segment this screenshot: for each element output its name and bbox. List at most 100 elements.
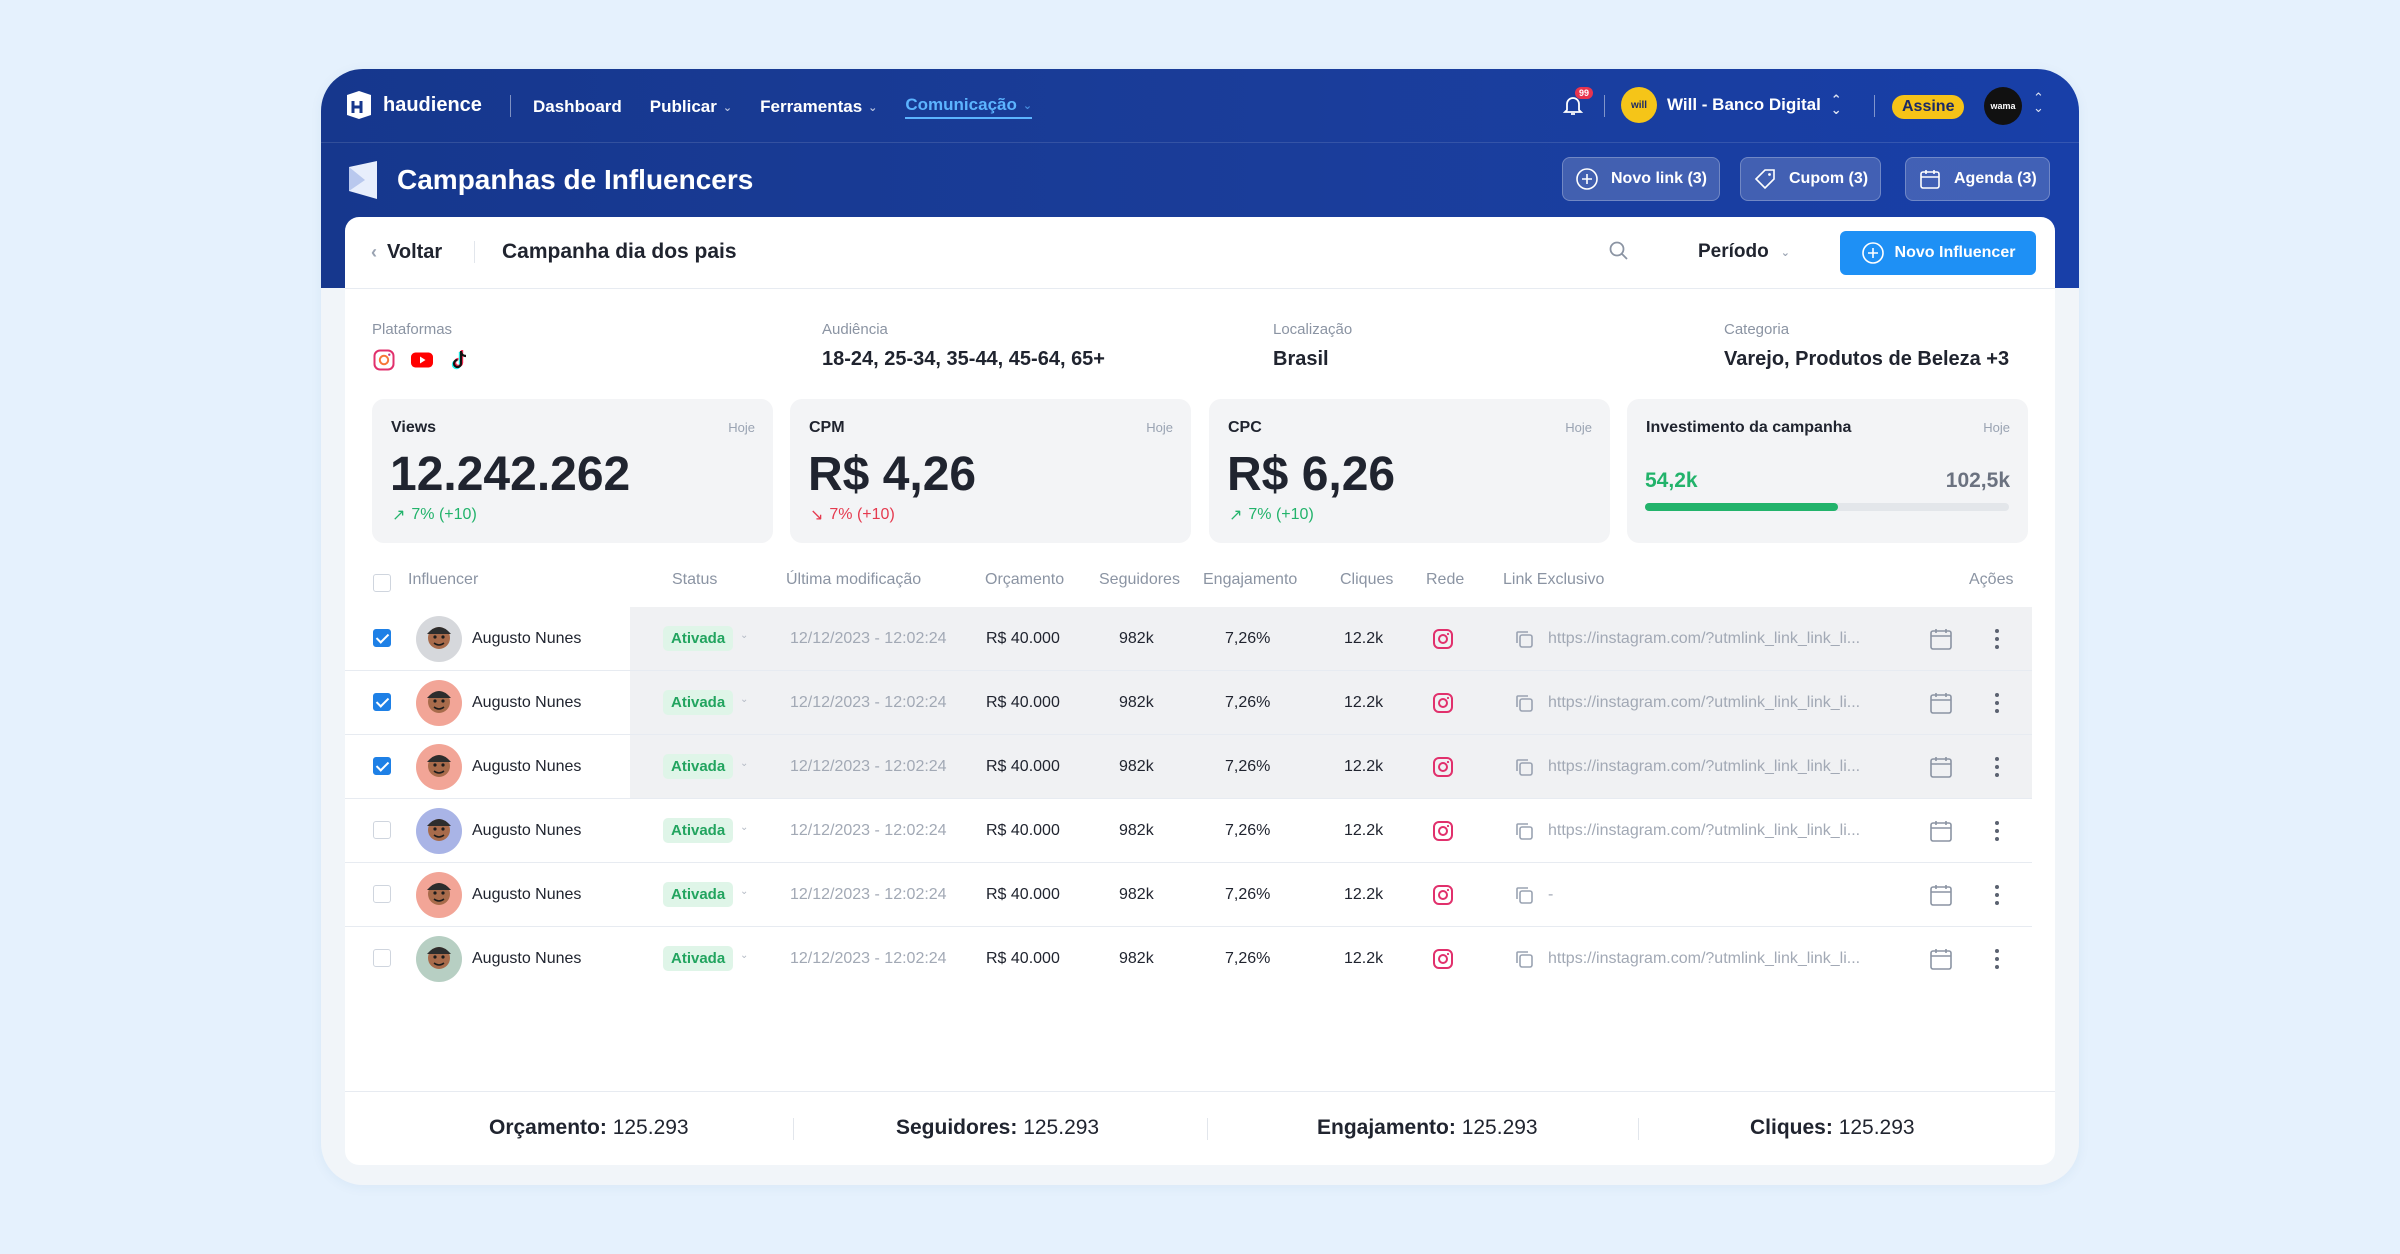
row-checkbox[interactable] — [373, 885, 391, 903]
trend-label: 7% (+10) — [1248, 506, 1314, 523]
kpi-value: 12.242.262 — [390, 448, 631, 501]
copy-icon[interactable] — [1513, 884, 1535, 906]
table-row[interactable]: Augusto Nunes Ativada ⌄ 12/12/2023 - 12:02:… — [345, 735, 2032, 799]
exclusive-link[interactable]: https://instagram.com/?utmlink_link_link… — [1548, 630, 1861, 647]
nav-divider — [1604, 95, 1605, 117]
nav-item-dashboard[interactable]: Dashboard — [533, 95, 622, 119]
updown-chevron-icon[interactable]: ⌃ ⌄ — [2033, 90, 2044, 115]
plus-circle-icon — [1861, 242, 1884, 264]
calendar-icon[interactable] — [1928, 818, 1954, 844]
exclusive-link[interactable]: https://instagram.com/?utmlink_link_link… — [1548, 950, 1861, 967]
search-icon[interactable] — [1607, 239, 1631, 263]
influencer-cell — [345, 735, 630, 798]
more-actions-icon[interactable] — [1993, 817, 2001, 845]
budget-value: R$ 40.000 — [986, 758, 1060, 775]
copy-icon[interactable] — [1513, 820, 1535, 842]
status-badge[interactable]: Ativada — [663, 690, 734, 715]
coupon-button[interactable]: Cupom (3) — [1740, 157, 1882, 201]
page-title: Campanhas de Influencers — [397, 164, 754, 195]
table-row[interactable]: Augusto Nunes Ativada ⌄ 12/12/2023 - 12:02:… — [345, 799, 2032, 863]
copy-icon[interactable] — [1513, 692, 1535, 714]
copy-icon[interactable] — [1513, 756, 1535, 778]
nav-item-publicar[interactable]: Publicar ⌄ — [650, 95, 732, 119]
row-checkbox[interactable] — [373, 821, 391, 839]
nav-item-ferramentas[interactable]: Ferramentas ⌄ — [760, 95, 877, 119]
status-badge[interactable]: Ativada — [663, 626, 734, 651]
header-divider — [474, 241, 475, 263]
tag-icon — [1754, 169, 1775, 190]
more-actions-icon[interactable] — [1993, 881, 2001, 909]
col-clicks[interactable]: Cliques — [1340, 571, 1394, 588]
table-row[interactable]: Augusto Nunes Ativada ⌄ 12/12/2023 - 12:02:… — [345, 607, 2032, 671]
col-modified[interactable]: Última modificação — [786, 571, 922, 588]
exclusive-link[interactable]: https://instagram.com/?utmlink_link_link… — [1548, 758, 1861, 775]
clicks-value: 12.2k — [1344, 630, 1384, 647]
exclusive-link[interactable]: https://instagram.com/?utmlink_link_link… — [1548, 694, 1861, 711]
chevron-down-icon[interactable]: ⌄ — [740, 630, 749, 641]
new-influencer-button[interactable]: Novo Influencer — [1840, 231, 2036, 275]
new-link-button[interactable]: Novo link (3) — [1562, 157, 1721, 201]
row-checkbox[interactable] — [373, 757, 391, 775]
account-name: Will - Banco Digital — [1667, 95, 1821, 114]
calendar-icon[interactable] — [1928, 754, 1954, 780]
col-status[interactable]: Status — [672, 571, 718, 588]
table-row[interactable]: Augusto Nunes Ativada ⌄ 12/12/2023 - 12:02:… — [345, 671, 2032, 735]
period-dropdown[interactable]: Período ⌄ — [1698, 241, 1790, 263]
calendar-icon[interactable] — [1928, 690, 1954, 716]
brand-logo[interactable]: haudience — [343, 89, 482, 121]
campaign-name: Campanha dia dos pais — [502, 240, 737, 263]
more-actions-icon[interactable] — [1993, 689, 2001, 717]
clicks-value: 12.2k — [1344, 758, 1384, 775]
account-switcher[interactable]: will Will - Banco Digital ⌃ ⌄ — [1621, 87, 1842, 123]
chevron-down-icon[interactable]: ⌄ — [740, 758, 749, 769]
status-badge[interactable]: Ativada — [663, 754, 734, 779]
col-engagement[interactable]: Engajamento — [1203, 571, 1298, 588]
col-link[interactable]: Link Exclusivo — [1503, 571, 1605, 588]
schedule-button[interactable]: Agenda (3) — [1905, 157, 2050, 201]
more-actions-icon[interactable] — [1993, 625, 2001, 653]
col-followers[interactable]: Seguidores — [1099, 571, 1180, 588]
status-badge[interactable]: Ativada — [663, 946, 734, 971]
exclusive-link[interactable]: https://instagram.com/?utmlink_link_link… — [1548, 822, 1861, 839]
influencer-cell — [345, 607, 630, 670]
instagram-icon — [1431, 947, 1455, 971]
col-influencer[interactable]: Influencer — [408, 571, 479, 588]
calendar-icon[interactable] — [1928, 626, 1954, 652]
nav-divider — [510, 95, 511, 117]
copy-icon[interactable] — [1513, 628, 1535, 650]
row-checkbox[interactable] — [373, 693, 391, 711]
more-actions-icon[interactable] — [1993, 945, 2001, 973]
table-row[interactable]: Augusto Nunes Ativada ⌄ 12/12/2023 - 12:02:… — [345, 927, 2032, 989]
engagement-value: 7,26% — [1225, 886, 1271, 903]
budget-value: R$ 40.000 — [986, 886, 1060, 903]
chevron-down-icon[interactable]: ⌄ — [740, 950, 749, 961]
chevron-down-icon[interactable]: ⌄ — [740, 694, 749, 705]
chevron-down-icon[interactable]: ⌄ — [740, 822, 749, 833]
col-network[interactable]: Rede — [1426, 571, 1465, 588]
more-actions-icon[interactable] — [1993, 753, 2001, 781]
col-budget[interactable]: Orçamento — [985, 571, 1065, 588]
calendar-icon[interactable] — [1928, 946, 1954, 972]
chevron-down-icon[interactable]: ⌄ — [740, 886, 749, 897]
location-value: Brasil — [1273, 348, 1329, 370]
row-checkbox[interactable] — [373, 949, 391, 967]
instagram-icon — [373, 349, 395, 371]
calendar-icon[interactable] — [1928, 882, 1954, 908]
copy-icon[interactable] — [1513, 948, 1535, 970]
table-row[interactable]: Augusto Nunes Ativada ⌄ 12/12/2023 - 12:02:… — [345, 863, 2032, 927]
influencer-cell — [345, 671, 630, 734]
top-navigation: haudience Dashboard Publicar ⌄ Ferramenta… — [321, 69, 2079, 143]
status-badge[interactable]: Ativada — [663, 882, 734, 907]
exclusive-link[interactable]: - — [1548, 886, 1554, 903]
status-badge[interactable]: Ativada — [663, 818, 734, 843]
row-checkbox[interactable] — [373, 629, 391, 647]
profile-avatar[interactable]: wama — [1984, 87, 2022, 125]
category-value: Varejo, Produtos de Beleza +3 — [1724, 348, 2010, 370]
notification-count-badge: 99 — [1575, 87, 1594, 99]
back-button[interactable]: ‹ Voltar — [371, 241, 442, 264]
notifications-button[interactable]: 99 — [1561, 87, 1594, 119]
select-all-checkbox[interactable] — [373, 574, 391, 592]
subscribe-button[interactable]: Assine — [1892, 95, 1965, 119]
clicks-value: 12.2k — [1344, 886, 1384, 903]
nav-item-comunicacao[interactable]: Comunicação ⌄ — [905, 95, 1033, 119]
